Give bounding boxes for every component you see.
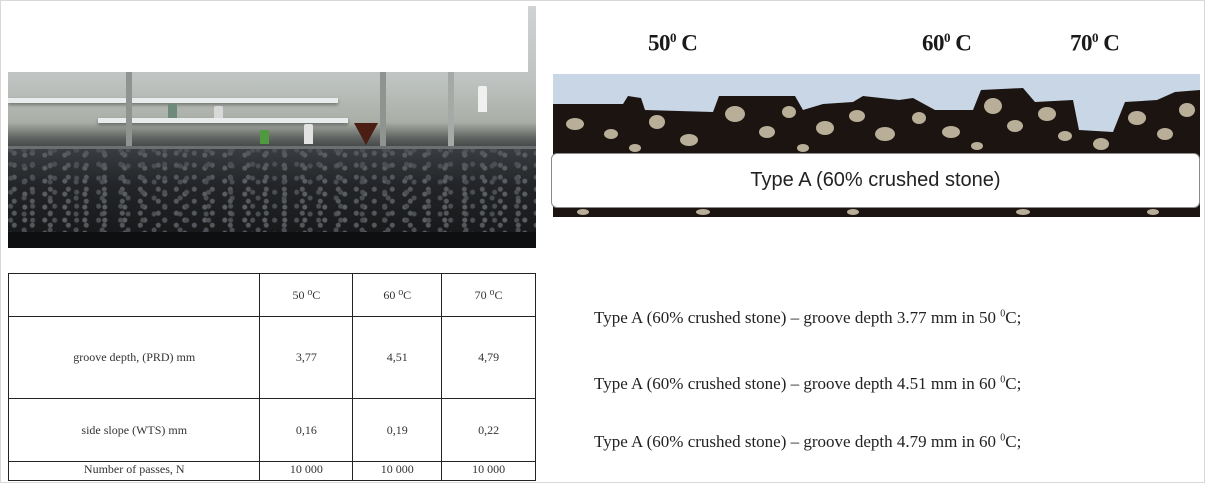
type-label-box: Type A (60% crushed stone)	[551, 153, 1200, 208]
table-header-cell: 70 ⁰C	[441, 273, 536, 317]
result-line: Type A (60% crushed stone) – groove dept…	[594, 374, 1022, 393]
result-line: Type A (60% crushed stone) – groove dept…	[594, 432, 1022, 451]
table-header-cell: 60 ⁰C	[352, 273, 443, 317]
lab-shelf	[98, 118, 348, 123]
test-wheel-funnel	[354, 123, 378, 145]
aggregate-particles	[566, 98, 1195, 215]
table-cell: 4,79	[441, 316, 536, 399]
table-cell: 4,51	[352, 316, 443, 399]
shelf-post	[448, 72, 454, 146]
lab-shelf	[8, 98, 338, 103]
row-label: groove depth, (PRD) mm	[7, 316, 261, 399]
lab-bottle	[260, 130, 269, 144]
table-row: side slope (WTS) mm 0,16 0,19 0,22	[7, 398, 536, 462]
result-line: Type A (60% crushed stone) – groove dept…	[594, 308, 1022, 327]
table-cell: 10 000	[352, 461, 443, 481]
table-header-cell	[7, 273, 261, 317]
temperature-header-60: 600 C	[922, 30, 972, 56]
temperature-header-50: 500 C	[648, 30, 698, 56]
table-cell: 10 000	[441, 461, 536, 481]
shelf-post	[380, 72, 386, 146]
row-label: Number of passes, N	[7, 461, 261, 481]
photo-mask	[8, 6, 528, 72]
slab-base	[8, 232, 536, 248]
table-cell: 0,16	[259, 398, 354, 462]
table-cell: 0,19	[352, 398, 443, 462]
slab-edge	[8, 146, 536, 149]
row-label: side slope (WTS) mm	[7, 398, 261, 462]
table-cell: 3,77	[259, 316, 354, 399]
lab-bottle	[478, 86, 487, 112]
table-row: Number of passes, N 10 000 10 000 10 000	[7, 461, 536, 481]
temperature-header-70: 700 C	[1070, 30, 1120, 56]
table-cell: 0,22	[441, 398, 536, 462]
specimen-photo	[8, 6, 536, 248]
table-row: groove depth, (PRD) mm 3,77 4,51 4,79	[7, 316, 536, 399]
shelf-post	[126, 72, 132, 146]
table-header-row: 50 ⁰C 60 ⁰C 70 ⁰C	[7, 273, 536, 317]
lab-bottle	[168, 104, 177, 118]
results-table: 50 ⁰C 60 ⁰C 70 ⁰C groove depth, (PRD) mm…	[7, 273, 536, 481]
table-cell: 10 000	[259, 461, 354, 481]
asphalt-slab	[8, 146, 536, 248]
table-header-cell: 50 ⁰C	[259, 273, 354, 317]
lab-bottle	[214, 106, 223, 118]
lab-bottle	[304, 124, 313, 144]
